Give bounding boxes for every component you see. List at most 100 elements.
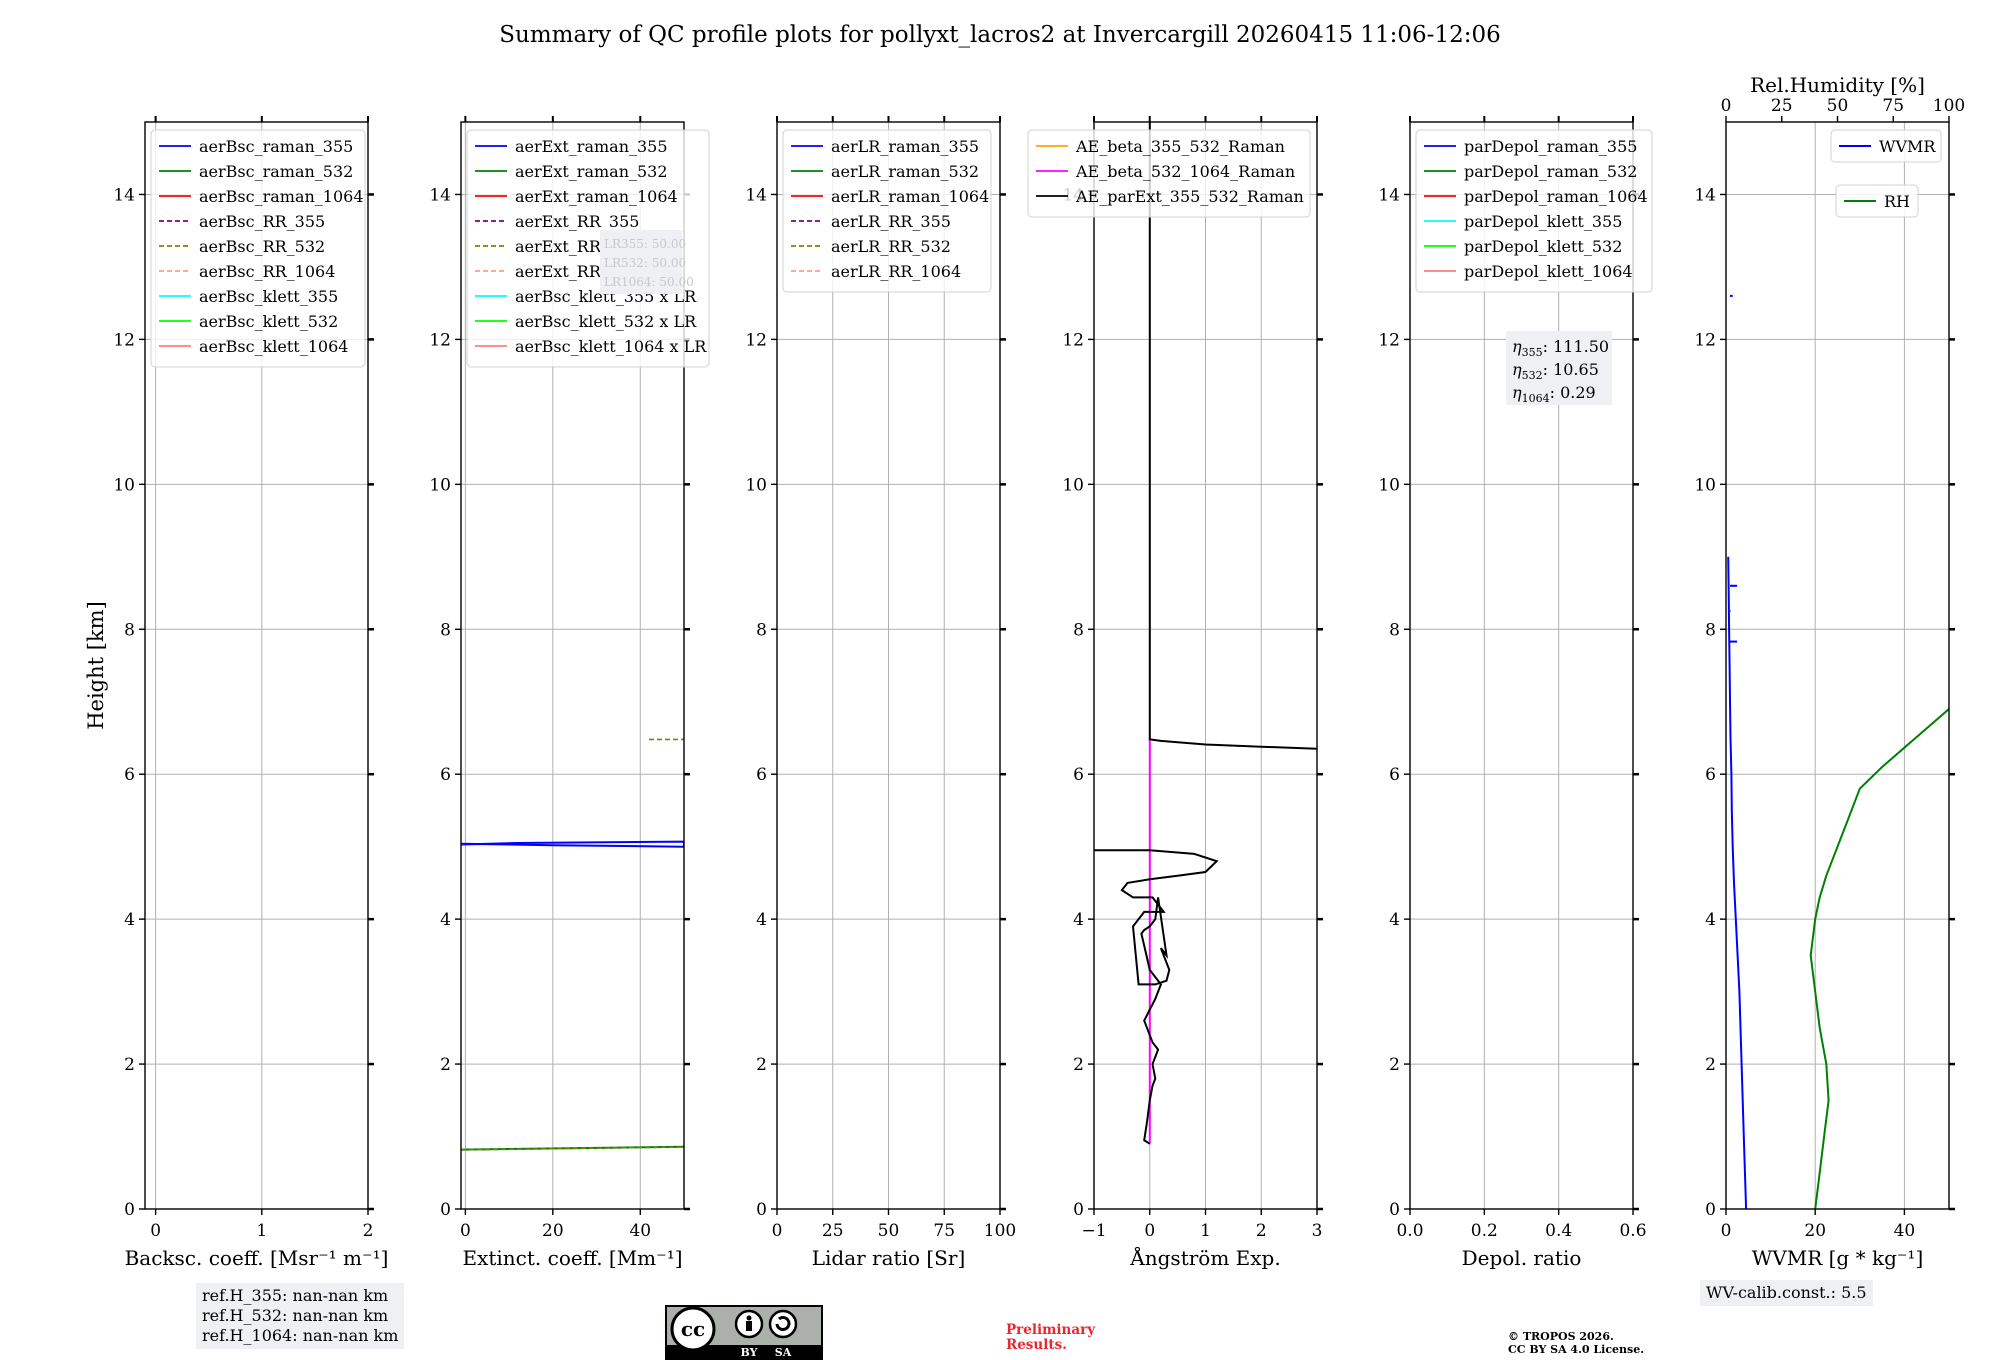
y-tick-label: 2	[440, 1055, 451, 1075]
series-group	[461, 738, 684, 1151]
y-tick-label: 12	[429, 330, 451, 350]
y-tick-label: 12	[1062, 330, 1084, 350]
y-tick-label: 8	[1705, 620, 1716, 640]
legend-label: aerBsc_raman_1064	[199, 187, 364, 206]
y-tick-label: 8	[1389, 620, 1400, 640]
wv-calib-text: WV-calib.const.: 5.5	[1706, 1283, 1867, 1302]
panel-wv: 0 2 4 6 8 10 12 14 0 20 40 WVMR [g * kg⁻¹] 0 25 50 75 10…	[1694, 73, 1965, 1270]
legend-label: aerLR_raman_1064	[831, 187, 989, 206]
legend-label: aerBsc_RR_1064	[199, 262, 335, 281]
lr-info-line: LR355: 50.00	[604, 237, 686, 251]
y-tick-label: 0	[1073, 1200, 1084, 1220]
y-tick-label: 8	[124, 620, 135, 640]
cc-label: cc	[681, 1317, 705, 1341]
x-tick-label: 0	[772, 1221, 783, 1241]
series-line-AE_parExt_355_532_Raman_low	[1094, 849, 1219, 1145]
y-tick-label: 4	[1705, 910, 1716, 930]
legend-label: aerLR_RR_532	[831, 237, 951, 256]
legend-label: parDepol_raman_532	[1464, 162, 1637, 181]
eta-value: : 111.50	[1543, 337, 1609, 356]
x-tick-label: 2	[1256, 1221, 1267, 1241]
top-x-tick-label: 75	[1882, 96, 1904, 116]
x-tick-label: 0.0	[1396, 1221, 1423, 1241]
prelim-line-2: Results.	[1006, 1337, 1067, 1353]
by-person-body-icon	[746, 1321, 752, 1331]
legend-lr: aerLR_raman_355 aerLR_raman_532 aerLR_rama…	[782, 129, 992, 293]
copyright-line-1: © TROPOS 2026.	[1508, 1330, 1614, 1343]
legend-label: aerLR_raman_355	[831, 137, 979, 156]
axes-frame	[460, 121, 685, 1210]
top-x-axis-label: Rel.Humidity [%]	[1750, 73, 1925, 97]
x-tick-label: 0.2	[1471, 1221, 1498, 1241]
cc-license-badge: cc BY SA	[665, 1305, 823, 1360]
legend-label: aerBsc_raman_532	[199, 162, 353, 181]
y-tick-label: 6	[1073, 765, 1084, 785]
y-tick-label: 10	[113, 475, 135, 495]
copyright-note: © TROPOS 2026. CC BY SA 4.0 License.	[1508, 1330, 1644, 1356]
y-axis-label: Height [km]	[84, 601, 108, 730]
x-tick-label: 0	[1144, 1221, 1155, 1241]
y-tick-label: 2	[1705, 1055, 1716, 1075]
y-tick-label: 14	[1378, 185, 1400, 205]
y-tick-label: 10	[1378, 475, 1400, 495]
series-line-RH	[1809, 708, 1949, 1209]
x-tick-label: 20	[1804, 1221, 1826, 1241]
legend-label: RH	[1884, 192, 1910, 211]
y-tick-label: 0	[1389, 1200, 1400, 1220]
eta-subscript: 355	[1522, 346, 1543, 359]
legend-box	[1027, 129, 1311, 218]
x-tick-label: 40	[1894, 1221, 1916, 1241]
legend-label: aerExt_raman_1064	[515, 187, 678, 206]
y-tick-label: 14	[745, 185, 767, 205]
series-line-AE_parExt_355_532_Raman	[1148, 122, 1317, 750]
legend-box	[150, 129, 366, 368]
eta-subscript: 1064	[1522, 392, 1550, 405]
legend-label: aerBsc_klett_532	[199, 312, 338, 331]
y-tick-label: 12	[1694, 330, 1716, 350]
legend-box	[782, 129, 992, 293]
eta-line: η532: 10.65	[1512, 360, 1599, 382]
x-axis-label: Backsc. coeff. [Msr⁻¹ m⁻¹]	[125, 1246, 389, 1270]
legend-label: aerExt_raman_532	[515, 162, 668, 181]
y-tick-label: 2	[756, 1055, 767, 1075]
series-line-aerExt_RR_532_low	[461, 1146, 684, 1151]
legend-depol: parDepol_raman_355 parDepol_raman_532 parD…	[1415, 129, 1653, 293]
panel-depol: 0 2 4 6 8 10 12 14 0.0 0.2 0.4 0.6 Depol. ratio parDe…	[1378, 116, 1653, 1270]
x-tick-label: 0.6	[1619, 1221, 1646, 1241]
legend-wvmr: WVMR	[1830, 129, 1942, 163]
lr-info-box: LR355: 50.00 LR532: 50.00 LR1064: 50.00	[600, 230, 694, 294]
series-group	[1727, 294, 1949, 1209]
legend-box	[1415, 129, 1653, 293]
legend-label: aerBsc_klett_1064 x LR	[515, 337, 707, 356]
legend-ext: aerExt_raman_355 aerExt_raman_532 aerExt_r…	[466, 129, 710, 368]
y-tick-label: 4	[1073, 910, 1084, 930]
y-tick-label: 12	[1378, 330, 1400, 350]
x-tick-label: 0	[460, 1221, 471, 1241]
y-tick-label: 10	[1062, 475, 1084, 495]
eta-line: η1064: 0.29	[1512, 383, 1596, 405]
legend-label: aerBsc_klett_532 x LR	[515, 312, 697, 331]
legend-label: aerExt_RR_355	[515, 212, 639, 231]
y-tick-label: 10	[429, 475, 451, 495]
y-tick-label: 2	[1389, 1055, 1400, 1075]
cc-circle-icon	[670, 1306, 716, 1352]
x-tick-label: 0.4	[1545, 1221, 1572, 1241]
legend-label: aerBsc_raman_355	[199, 137, 353, 156]
y-tick-label: 12	[113, 330, 135, 350]
reference-height-box: ref.H_355: nan-nan km ref.H_532: nan-nan…	[196, 1283, 405, 1349]
x-axis-label: Ångström Exp.	[1129, 1245, 1280, 1270]
y-tick-label: 6	[440, 765, 451, 785]
wv-calib-box: WV-calib.const.: 5.5	[1700, 1280, 1873, 1306]
by-person-head-icon	[746, 1315, 752, 1321]
y-tick-label: 2	[1073, 1055, 1084, 1075]
eta-symbol: η	[1512, 337, 1522, 356]
sa-share-icon	[768, 1309, 798, 1339]
y-tick-label: 8	[1073, 620, 1084, 640]
lr-info-line: LR532: 50.00	[604, 256, 686, 270]
figure-title: Summary of QC profile plots for pollyxt_…	[499, 22, 1501, 48]
ref-h-532: ref.H_532: nan-nan km	[202, 1306, 389, 1325]
y-tick-label: 0	[756, 1200, 767, 1220]
x-tick-label: 0	[150, 1221, 161, 1241]
legend-label: parDepol_klett_1064	[1464, 262, 1633, 281]
ref-h-355: ref.H_355: nan-nan km	[202, 1286, 389, 1305]
